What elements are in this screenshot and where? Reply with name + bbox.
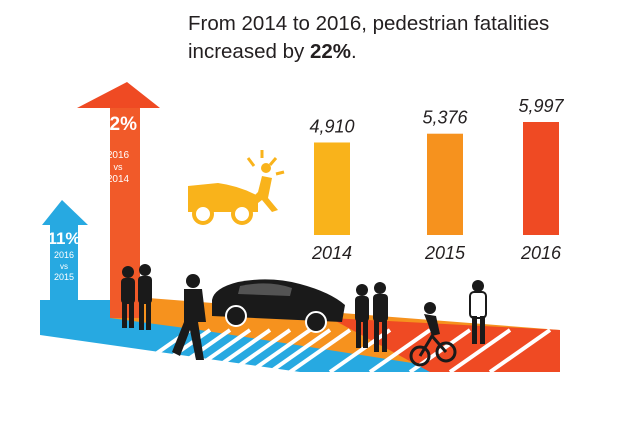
arrow-11-line1: 2016 <box>54 250 74 260</box>
arrow-11-pct: 11% <box>47 229 80 248</box>
bar-2014 <box>314 142 350 235</box>
sports-car-icon <box>212 279 345 333</box>
headline-emphasis: 22% <box>309 40 351 63</box>
arrow-11-percent: 11% 2016 vs 2015 <box>42 200 88 318</box>
headline-text: From 2014 to 2016, pedestrian fatalities… <box>188 12 550 63</box>
bar-category-label-2016: 2016 <box>520 243 562 263</box>
headline-period: . <box>350 40 357 63</box>
bar-value-label-2015: 5,376 <box>422 108 468 128</box>
bar-2015 <box>427 133 463 235</box>
arrow-22-line1: 2016 <box>107 150 130 161</box>
arrow-22-line3: 2014 <box>107 174 130 185</box>
bar-chart: 4,910 2014 5,376 2015 5,997 2016 <box>309 96 564 263</box>
arrow-11-line3: 2015 <box>54 272 74 282</box>
car-hits-pedestrian-icon <box>188 150 285 225</box>
bar-category-label-2014: 2014 <box>311 243 352 263</box>
bar-category-label-2015: 2015 <box>424 243 466 263</box>
headline: From 2014 to 2016, pedestrian fatalities… <box>188 10 628 66</box>
bar-value-label-2016: 5,997 <box>518 96 564 116</box>
arrow-11-line2: vs <box>60 262 68 271</box>
bar-2016 <box>523 122 559 235</box>
arrow-22-pct: 22% <box>99 114 137 135</box>
bar-value-label-2014: 4,910 <box>309 116 354 136</box>
arrow-22-line2: vs <box>114 162 124 172</box>
pedestrian-silhouettes <box>121 264 487 367</box>
arrow-22-percent: 22% 2016 vs 2014 <box>77 82 160 318</box>
